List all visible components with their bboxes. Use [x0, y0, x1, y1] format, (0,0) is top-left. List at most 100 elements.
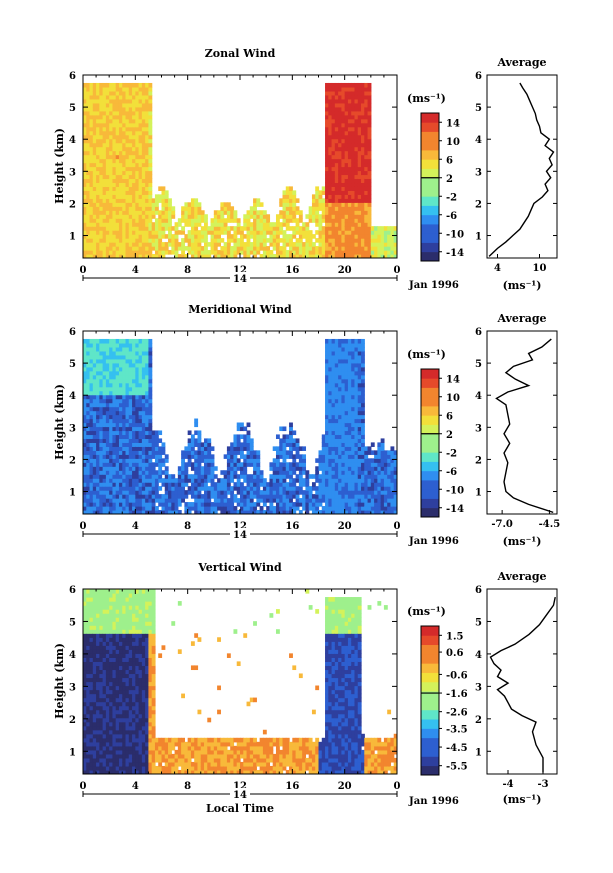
- x-tick-label: 20: [338, 521, 352, 532]
- heatmap-cell: [364, 502, 369, 507]
- heatmap-cell: [325, 130, 329, 136]
- heatmap-cell: [289, 202, 293, 207]
- heatmap-cell: [92, 118, 97, 124]
- heatmap-cell: [370, 482, 375, 487]
- heatmap-cell: [92, 386, 97, 392]
- heatmap-cell: [194, 254, 199, 258]
- heatmap-cell: [138, 442, 143, 447]
- heatmap-cell: [292, 194, 297, 199]
- colorbar-segment: [421, 480, 439, 490]
- heatmap-cell: [86, 394, 91, 400]
- heatmap-cell: [370, 462, 375, 467]
- heatmap-cell: [115, 394, 120, 400]
- heatmap-cell: [135, 194, 140, 199]
- heatmap-cell: [334, 190, 339, 195]
- heatmap-cell: [128, 118, 133, 124]
- heatmap-cell: [92, 442, 97, 447]
- heatmap-cell: [187, 454, 192, 459]
- heatmap-cell: [83, 709, 87, 715]
- heatmap-cell: [351, 122, 356, 128]
- heatmap-cell: [328, 494, 333, 499]
- heatmap-cell: [357, 182, 362, 187]
- heatmap-cell: [154, 430, 159, 436]
- heatmap-cell: [253, 478, 257, 483]
- y-tick-label: 6: [69, 327, 76, 338]
- heatmap-cell: [118, 426, 123, 432]
- heatmap-cell: [132, 454, 136, 459]
- heatmap-cell: [240, 498, 244, 503]
- heatmap-cell: [328, 154, 333, 160]
- heatmap-cell: [338, 494, 342, 499]
- heatmap-cell: [367, 194, 372, 199]
- heatmap-cell: [86, 705, 91, 711]
- heatmap-cell: [328, 366, 333, 372]
- heatmap-cell: [210, 482, 215, 487]
- heatmap-cell: [135, 190, 140, 195]
- heatmap-cell: [233, 226, 238, 231]
- heatmap-cell: [105, 458, 110, 463]
- heatmap-cell: [109, 442, 114, 447]
- heatmap-cell: [122, 510, 127, 514]
- heatmap-cell: [220, 210, 225, 215]
- heatmap-cell: [115, 154, 120, 160]
- heatmap-cell: [236, 486, 241, 491]
- heatmap-cell: [96, 202, 100, 207]
- heatmap-cell: [289, 454, 293, 459]
- heatmap-cell: [351, 246, 356, 251]
- heatmap-cell: [83, 693, 87, 699]
- heatmap-cell: [132, 486, 136, 491]
- heatmap-cell: [325, 494, 329, 499]
- heatmap-cell: [259, 474, 264, 479]
- heatmap-cell: [311, 198, 316, 203]
- heatmap-cell: [102, 366, 107, 372]
- heatmap-cell: [109, 470, 114, 475]
- heatmap-cell: [171, 494, 176, 499]
- heatmap-cell: [292, 438, 297, 443]
- heatmap-cell: [177, 470, 182, 475]
- heatmap-cell: [383, 490, 388, 495]
- heatmap-cell: [249, 458, 254, 463]
- heatmap-cell: [325, 146, 329, 152]
- heatmap-cell: [99, 230, 104, 235]
- heatmap-cell: [331, 166, 336, 172]
- heatmap-cell: [118, 158, 123, 164]
- heatmap-cell: [262, 214, 267, 219]
- heatmap-cell: [354, 126, 359, 132]
- heatmap-cell: [361, 402, 365, 408]
- heatmap-cell: [282, 214, 287, 219]
- heatmap-cell: [128, 418, 133, 424]
- heatmap-cell: [233, 462, 238, 467]
- heatmap-cell: [289, 506, 293, 511]
- heatmap-cell: [298, 486, 303, 491]
- heatmap-cell: [223, 482, 228, 487]
- heatmap-cell: [387, 498, 392, 503]
- heatmap-cell: [207, 250, 212, 255]
- heatmap-cell: [122, 218, 127, 223]
- heatmap-cell: [99, 190, 104, 195]
- heatmap-cell: [393, 230, 397, 235]
- heatmap-cell: [325, 134, 329, 140]
- heatmap-cell: [246, 218, 251, 223]
- heatmap-cell: [194, 418, 199, 424]
- heatmap-cell: [118, 358, 123, 364]
- heatmap-cell: [315, 490, 320, 495]
- heatmap-cell: [112, 434, 117, 440]
- heatmap-cell: [138, 138, 143, 144]
- heatmap-cell: [344, 230, 349, 235]
- heatmap-cell: [289, 478, 293, 483]
- heatmap-cell: [194, 238, 199, 243]
- heatmap-cell: [96, 134, 100, 140]
- heatmap-cell: [197, 450, 202, 455]
- heatmap-cell: [89, 342, 94, 348]
- heatmap-cell: [361, 86, 365, 92]
- heatmap-cell: [112, 126, 117, 132]
- heatmap-cell: [354, 82, 359, 88]
- heatmap-cell: [89, 182, 94, 187]
- heatmap-cell: [285, 198, 290, 203]
- heatmap-cell: [387, 486, 392, 491]
- heatmap-cell: [194, 438, 199, 443]
- heatmap-cell: [118, 382, 123, 388]
- heatmap-cell: [161, 226, 166, 231]
- heatmap-cell: [390, 506, 395, 511]
- heatmap-cell: [344, 342, 349, 348]
